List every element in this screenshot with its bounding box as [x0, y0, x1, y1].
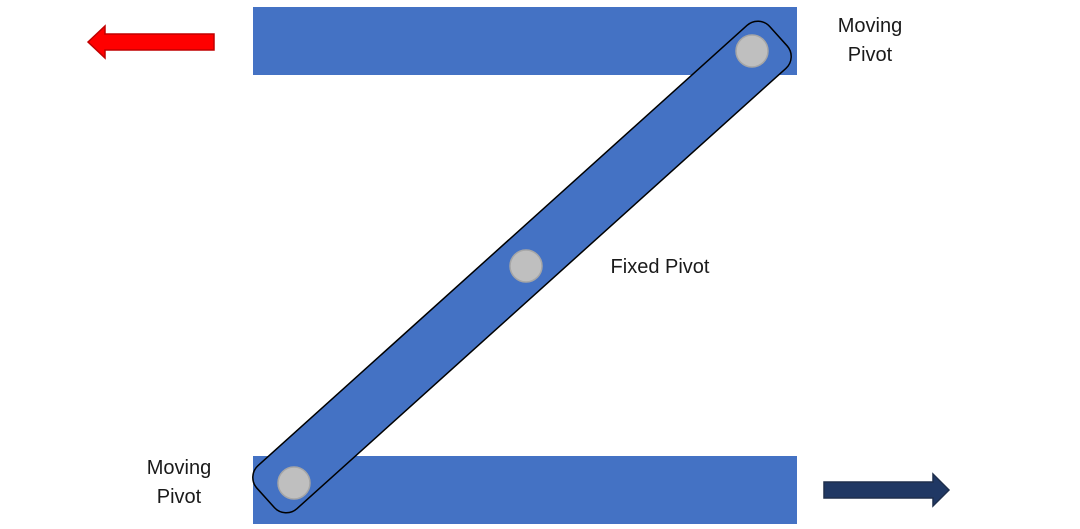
fixed-pivot-label: Fixed Pivot [600, 253, 720, 282]
moving-pivot-bottom-label-line2: Pivot [156, 486, 202, 508]
arrow-left-icon [86, 24, 215, 60]
moving-pivot-top-label-line2: Pivot [847, 44, 893, 66]
moving-pivot-top [735, 34, 769, 68]
moving-pivot-top-label: Moving Pivot [820, 12, 920, 70]
arrow-right-icon [823, 472, 951, 508]
moving-pivot-bottom-label-line1: Moving [146, 457, 212, 479]
fixed-pivot-label-text: Fixed Pivot [610, 256, 710, 278]
moving-pivot-top-label-line1: Moving [837, 15, 903, 37]
fixed-pivot [509, 249, 543, 283]
moving-pivot-bottom [277, 466, 311, 500]
moving-pivot-bottom-label: Moving Pivot [129, 454, 229, 512]
